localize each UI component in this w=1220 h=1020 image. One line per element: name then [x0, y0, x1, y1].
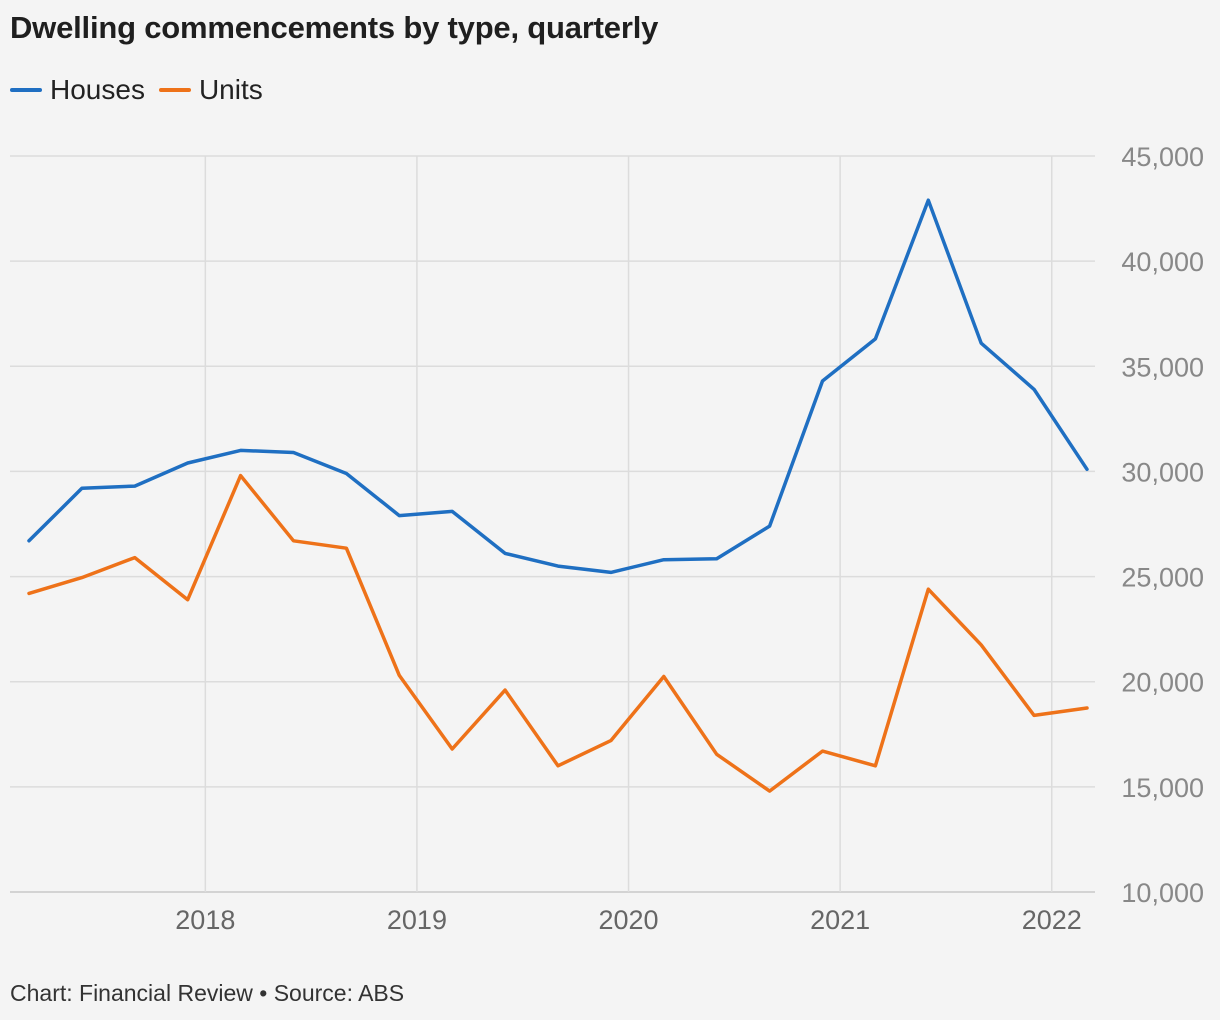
legend: Houses Units — [10, 74, 277, 106]
legend-label-houses: Houses — [50, 74, 145, 105]
x-tick-label: 2020 — [598, 905, 658, 935]
x-tick-label: 2018 — [175, 905, 235, 935]
legend-label-units: Units — [198, 74, 263, 105]
x-tick-label: 2019 — [387, 905, 447, 935]
y-tick-label: 25,000 — [1121, 563, 1204, 593]
source-note: Chart: Financial Review • Source: ABS — [10, 980, 405, 1006]
y-tick-label: 40,000 — [1121, 247, 1204, 277]
chart-title: Dwelling commencements by type, quarterl… — [10, 10, 659, 45]
series-line-houses — [27, 198, 1089, 575]
legend-item-houses: Houses — [10, 74, 145, 106]
y-tick-label: 10,000 — [1121, 878, 1204, 908]
y-tick-label: 35,000 — [1121, 352, 1204, 382]
x-tick-label: 2022 — [1022, 905, 1082, 935]
legend-item-units: Units — [158, 74, 263, 106]
y-tick-label: 15,000 — [1121, 773, 1204, 803]
legend-swatch-units — [158, 88, 191, 92]
series-line-units — [27, 473, 1089, 793]
legend-swatch-houses — [10, 88, 42, 92]
y-tick-label: 30,000 — [1121, 457, 1204, 487]
y-tick-label: 20,000 — [1121, 668, 1204, 698]
y-tick-label: 45,000 — [1121, 142, 1204, 172]
x-tick-label: 2021 — [810, 905, 870, 935]
